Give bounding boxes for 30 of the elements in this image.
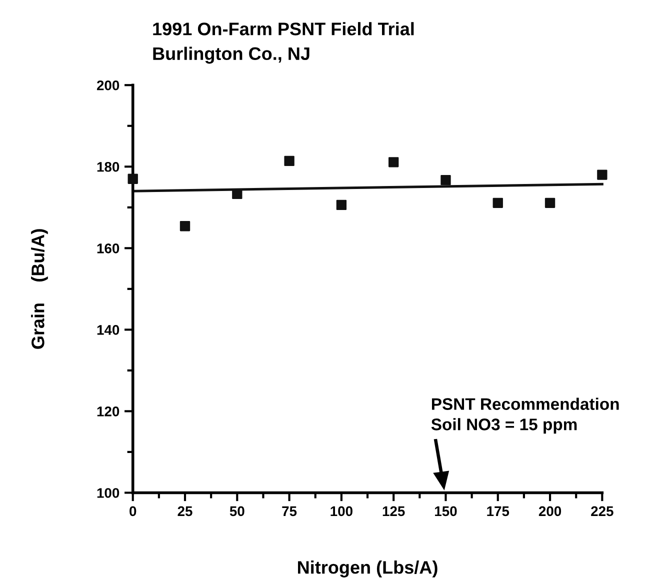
point bbox=[128, 174, 138, 184]
chart-subtitle: Burlington Co., NJ bbox=[153, 46, 310, 64]
x-tick-label: 100 bbox=[330, 506, 352, 516]
y-tick-label: 200 bbox=[96, 80, 120, 90]
x-tick-label: 50 bbox=[230, 506, 244, 516]
point bbox=[388, 157, 399, 168]
y-tick-label: 100 bbox=[97, 488, 120, 498]
x-tick-label: 25 bbox=[178, 506, 192, 516]
point bbox=[597, 170, 608, 180]
x-tick-label: 150 bbox=[435, 506, 457, 516]
point bbox=[440, 175, 451, 186]
x-tick-label: 175 bbox=[487, 506, 510, 516]
x-tick-label: 0 bbox=[130, 506, 136, 516]
annotation: PSNT Recommendation Soil NO3 = 15 ppm bbox=[431, 398, 619, 434]
y-tick-label: 180 bbox=[97, 162, 120, 172]
point bbox=[180, 221, 190, 232]
point bbox=[492, 198, 503, 208]
y-axis-title: Grain (Bu/A) bbox=[31, 229, 48, 349]
y-tick-label: 140 bbox=[97, 325, 120, 335]
point bbox=[544, 198, 556, 208]
y-tick-label: 120 bbox=[97, 406, 120, 416]
x-tick-label: 75 bbox=[282, 506, 297, 516]
point bbox=[336, 200, 347, 210]
x-axis-title: Nitrogen (Lbs/A) bbox=[298, 560, 438, 578]
y-tick-label: 160 bbox=[97, 243, 120, 254]
point bbox=[284, 156, 294, 166]
x-tick-label: 225 bbox=[591, 506, 614, 516]
chart-title: 1991 On-Farm PSNT Field Trial bbox=[153, 22, 414, 36]
x-tick-label: 125 bbox=[382, 506, 405, 516]
x-tick-label: 200 bbox=[538, 506, 562, 516]
